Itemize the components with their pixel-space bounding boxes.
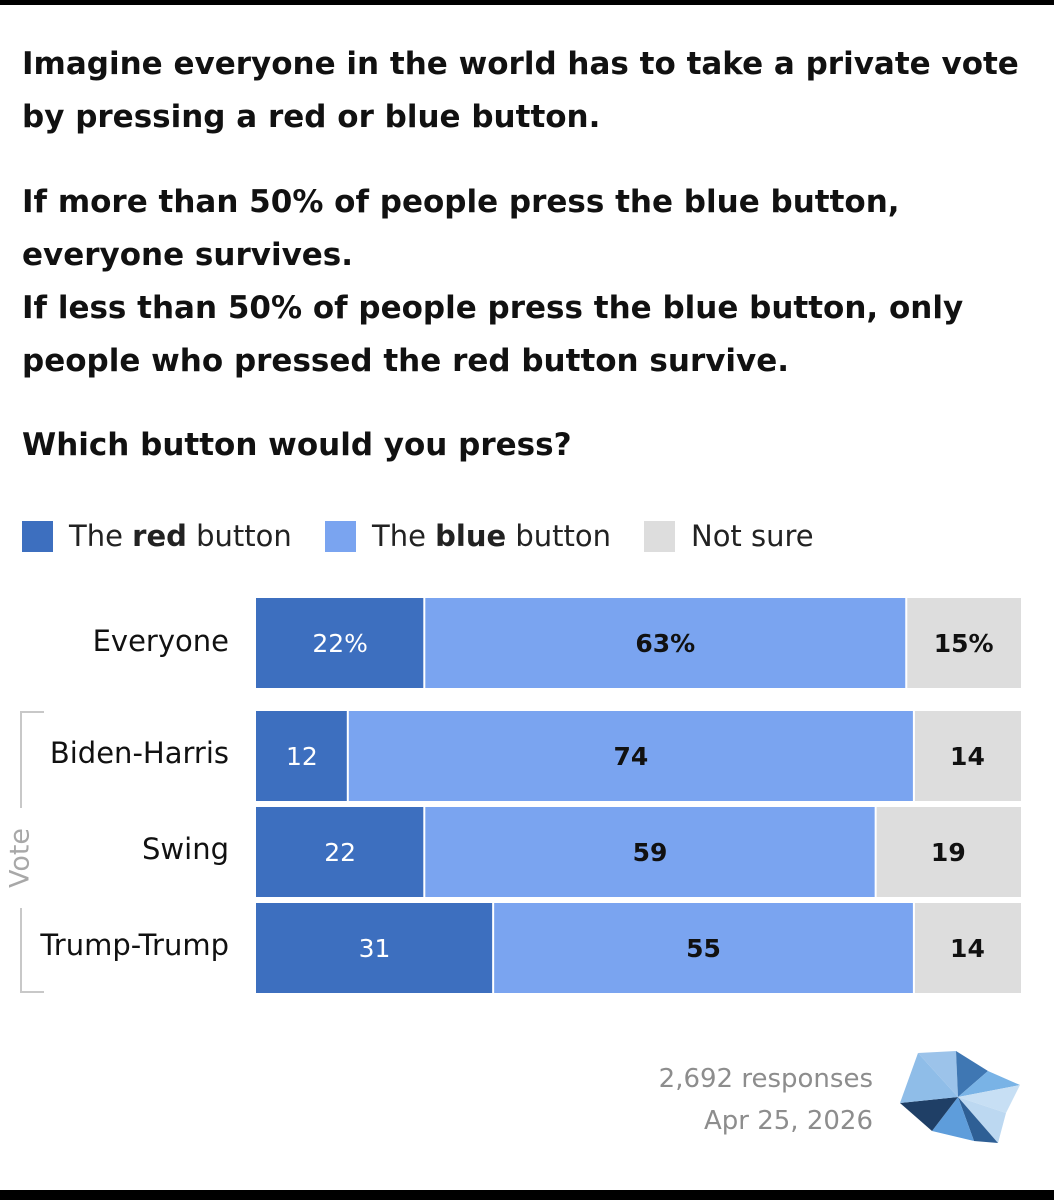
pinwheel-logo-icon [900, 1051, 1020, 1143]
bar-trump-trump-not-sure [913, 903, 1021, 993]
legend-label-not-sure: Not sure [691, 519, 814, 553]
row-label-trump-trump: Trump-Trump [40, 928, 229, 962]
bar-everyone-not-sure [906, 598, 1021, 688]
data-label-swing-blue: 59 [633, 838, 668, 867]
rules-block: If more than 50% of people press the blu… [22, 176, 1032, 388]
intro-text: Imagine everyone in the world has to tak… [22, 46, 1019, 135]
data-label-everyone-red: 22% [312, 629, 368, 658]
bar-biden-harris-not-sure [913, 711, 1021, 801]
bar-separator [905, 598, 908, 688]
response-count: 2,692 responses [658, 1064, 873, 1094]
bar-separator [874, 807, 877, 897]
legend-swatch-red [22, 520, 53, 552]
bar-swing-blue [424, 807, 876, 897]
top-edge [0, 0, 1054, 5]
bar-swing-not-sure [875, 807, 1021, 897]
legend-item-blue: The blue button [325, 518, 611, 554]
question-text: Which button would you press? [22, 427, 572, 463]
bar-separator [912, 903, 915, 993]
bar-everyone-blue [424, 598, 907, 688]
bar-trump-trump-red [256, 903, 494, 993]
bar-trump-trump-blue [493, 903, 914, 993]
data-label-swing-red: 22 [324, 838, 356, 867]
rule-blue-minority: If less than 50% of people press the blu… [22, 290, 964, 379]
legend-label-blue: The blue button [372, 519, 612, 553]
bar-biden-harris-blue [347, 711, 914, 801]
bottom-edge [0, 1190, 1054, 1200]
row-label-everyone: Everyone [92, 624, 229, 658]
bar-separator [423, 598, 426, 688]
legend-swatch-not-sure [644, 520, 675, 552]
rule-blue-majority: If more than 50% of people press the blu… [22, 184, 900, 273]
data-label-trump-trump-red: 31 [359, 934, 391, 963]
bar-separator [492, 903, 495, 993]
bar-swing-red [256, 807, 425, 897]
data-label-everyone-blue: 63% [635, 629, 695, 658]
data-label-everyone-not-sure: 15% [934, 629, 994, 658]
data-label-biden-harris-red: 12 [286, 742, 318, 771]
data-label-swing-not-sure: 19 [931, 838, 966, 867]
data-label-trump-trump-blue: 55 [686, 934, 721, 963]
data-label-biden-harris-blue: 74 [613, 742, 648, 771]
legend-item-not-sure: Not sure [644, 518, 814, 554]
bar-everyone-red [256, 598, 425, 688]
data-label-trump-trump-not-sure: 14 [950, 934, 985, 963]
row-label-swing: Swing [142, 832, 229, 866]
bar-separator [346, 711, 349, 801]
row-label-biden-harris: Biden-Harris [49, 736, 229, 770]
legend-label-red: The red button [69, 519, 292, 553]
legend-swatch-blue [325, 520, 356, 552]
bar-biden-harris-red [256, 711, 348, 801]
legend-item-red: The red button [22, 518, 292, 554]
poll-date: Apr 25, 2026 [703, 1106, 873, 1136]
bar-separator [423, 807, 426, 897]
data-label-biden-harris-not-sure: 14 [950, 742, 985, 771]
bar-separator [912, 711, 915, 801]
